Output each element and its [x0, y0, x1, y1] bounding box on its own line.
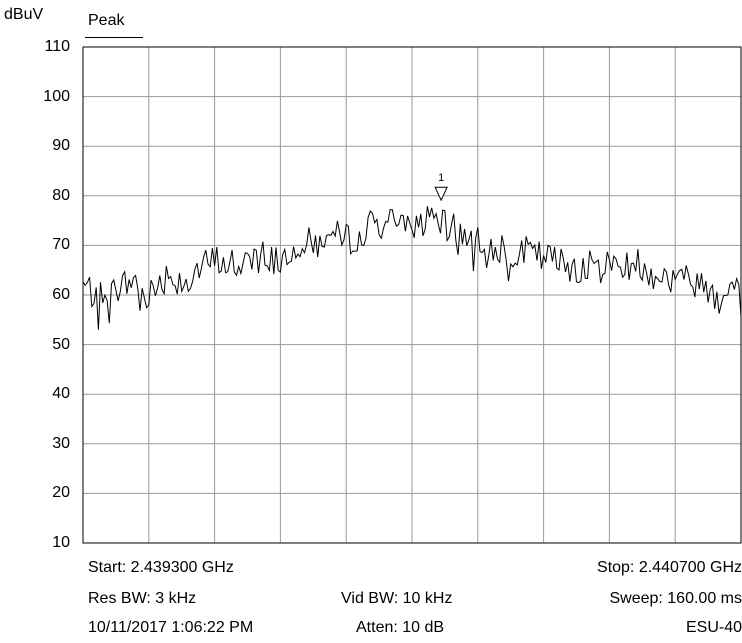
detector-underline: [85, 37, 143, 38]
y-tick-label: 90: [52, 137, 70, 155]
stop-frequency: Stop: 2.440700 GHz: [597, 559, 742, 576]
marker-label: 1: [438, 172, 444, 184]
sweep-time: Sweep: 160.00 ms: [609, 590, 742, 607]
attenuation: Atten: 10 dB: [356, 619, 445, 636]
instrument-model: ESU-40: [685, 619, 742, 636]
y-tick-label: 100: [43, 87, 70, 105]
y-tick-label: 20: [52, 484, 70, 502]
marker-triangle: [434, 186, 448, 202]
resolution-bandwidth: Res BW: 3 kHz: [88, 590, 197, 607]
timestamp: 10/11/2017 1:06:22 PM: [88, 619, 254, 636]
y-tick-label: 30: [52, 434, 70, 452]
y-tick-label: 70: [52, 236, 70, 254]
y-unit-label: dBuV: [4, 6, 44, 23]
y-tick-label: 40: [52, 385, 70, 403]
video-bandwidth: Vid BW: 10 kHz: [341, 590, 453, 607]
y-tick-label: 10: [52, 534, 70, 551]
plot-frame: [82, 46, 742, 544]
y-tick-label: 110: [44, 38, 70, 55]
peak-trace: [82, 206, 742, 330]
start-frequency: Start: 2.439300 GHz: [88, 559, 234, 576]
y-tick-label: 50: [52, 335, 70, 353]
detector-label: Peak: [88, 12, 125, 29]
y-tick-label: 60: [52, 286, 70, 303]
y-tick-label: 80: [52, 186, 70, 204]
